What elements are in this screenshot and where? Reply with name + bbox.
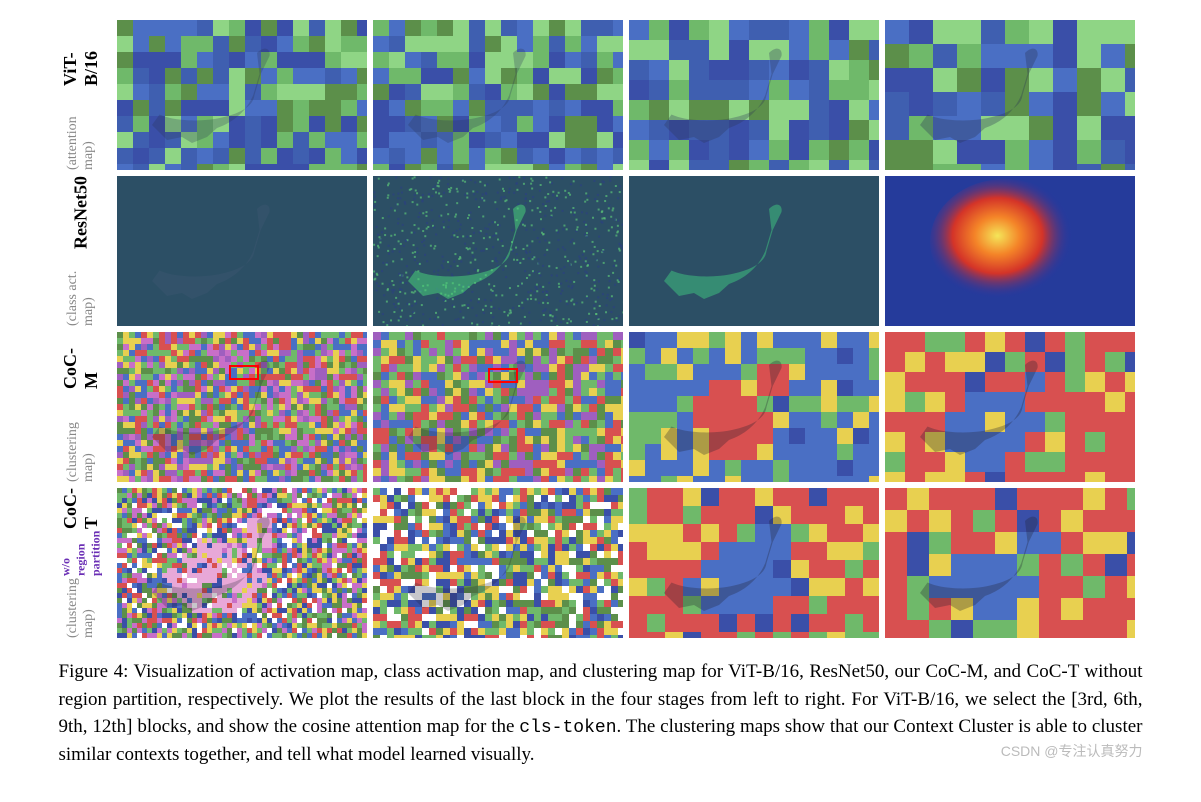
- vis-cell: [117, 20, 367, 170]
- vis-cell: [629, 332, 879, 482]
- row-subtitle: (class act. map): [65, 251, 97, 326]
- vis-cell: [373, 176, 623, 326]
- visualization-grid: (attention map)ViT-B/16(class act. map)R…: [51, 20, 1151, 638]
- caption-code: cls-token: [519, 718, 616, 738]
- figure-4: (attention map)ViT-B/16(class act. map)R…: [51, 20, 1151, 769]
- row-title: ResNet50: [70, 176, 91, 249]
- vis-cell: [885, 176, 1135, 326]
- row-label: (clustering map)w/o region partitionCoC-…: [51, 488, 111, 638]
- vis-cell: [885, 488, 1135, 638]
- vis-cell: [885, 20, 1135, 170]
- caption-prefix: Figure 4:: [59, 661, 129, 682]
- vis-cell: [373, 20, 623, 170]
- row-subtitle: (attention map): [65, 88, 97, 170]
- vis-cell: [629, 176, 879, 326]
- row-title: ViT-B/16: [60, 20, 102, 86]
- row-title: CoC-T: [60, 488, 102, 529]
- vis-cell: [629, 20, 879, 170]
- row-label: (class act. map)ResNet50: [51, 176, 111, 326]
- vis-cell: [629, 488, 879, 638]
- vis-cell: [117, 176, 367, 326]
- vis-cell: [117, 332, 367, 482]
- vis-cell: [373, 332, 623, 482]
- row-subtitle: (clustering map): [65, 578, 97, 638]
- row-title: CoC-M: [60, 332, 102, 389]
- csdn-watermark: CSDN @专注认真努力: [1001, 741, 1143, 761]
- vis-cell: [117, 488, 367, 638]
- vis-cell: [373, 488, 623, 638]
- row-extra: w/o region partition: [58, 531, 103, 576]
- row-label: (clustering map)CoC-M: [51, 332, 111, 482]
- row-subtitle: (clustering map): [65, 391, 97, 482]
- row-label: (attention map)ViT-B/16: [51, 20, 111, 170]
- vis-cell: [885, 332, 1135, 482]
- figure-caption: Figure 4: Visualization of activation ma…: [51, 658, 1151, 769]
